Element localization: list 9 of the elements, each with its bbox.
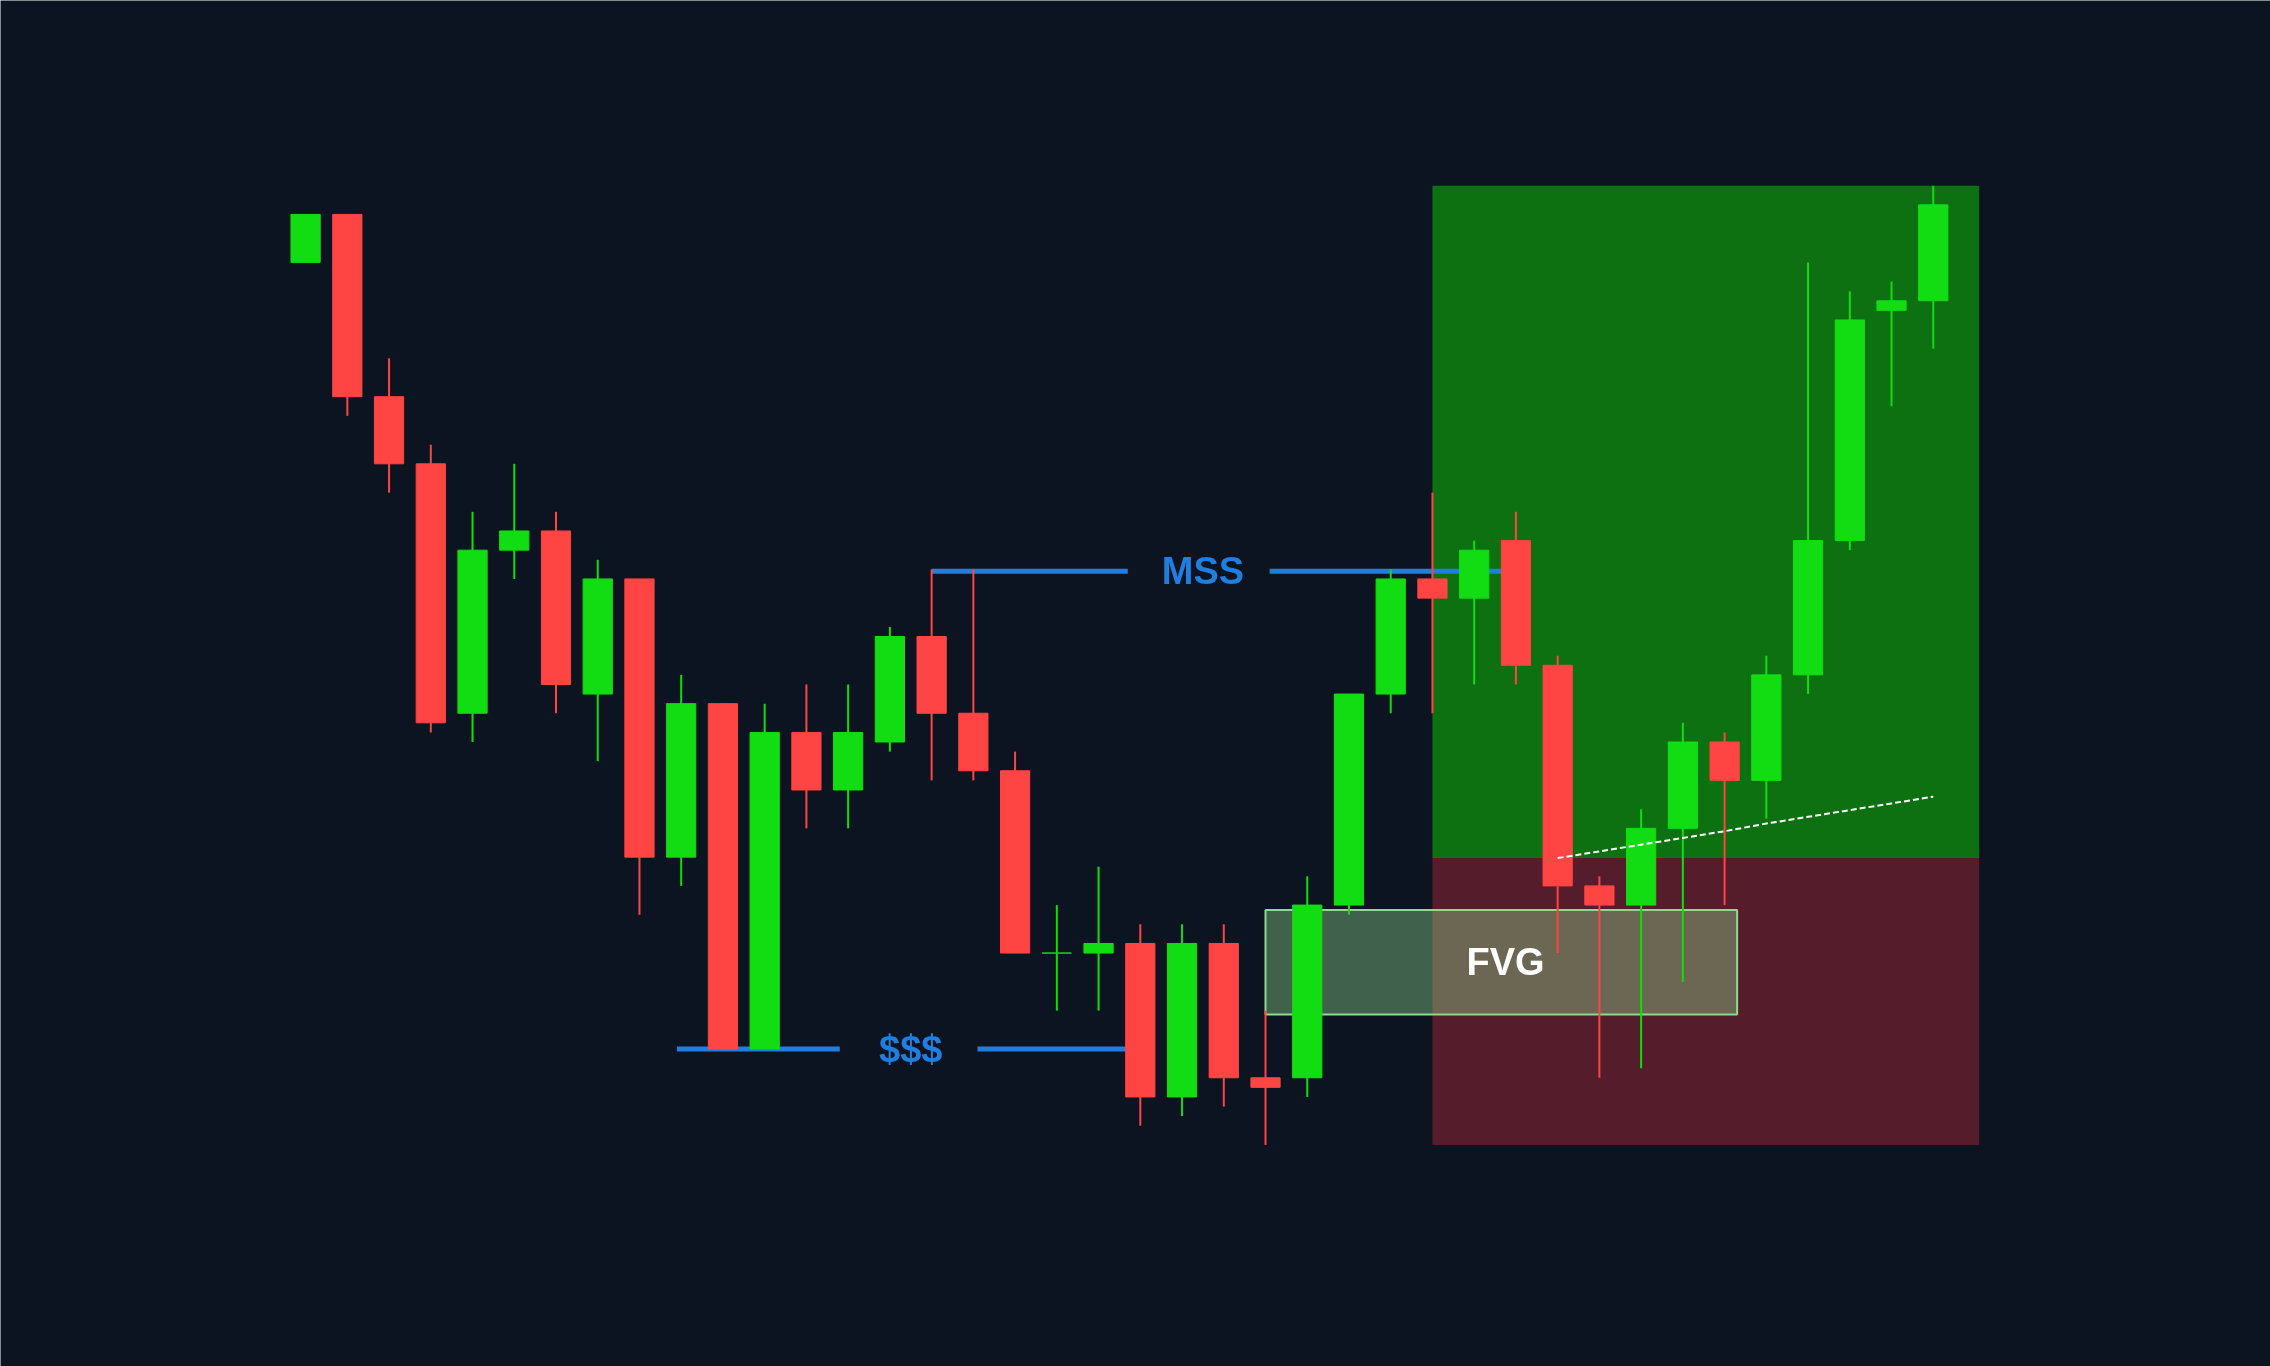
- ref-line-label: MSS: [1161, 550, 1245, 593]
- band-label: FVG: [1466, 941, 1545, 984]
- candlestick: [1250, 1009, 1281, 1146]
- candlestick: [1584, 875, 1615, 1079]
- ref-line-label: $$$: [879, 1027, 943, 1070]
- candlestick: [1876, 280, 1907, 408]
- candlestick: [1417, 491, 1448, 715]
- candlestick: [1083, 865, 1114, 1012]
- candlestick: [1041, 904, 1072, 1012]
